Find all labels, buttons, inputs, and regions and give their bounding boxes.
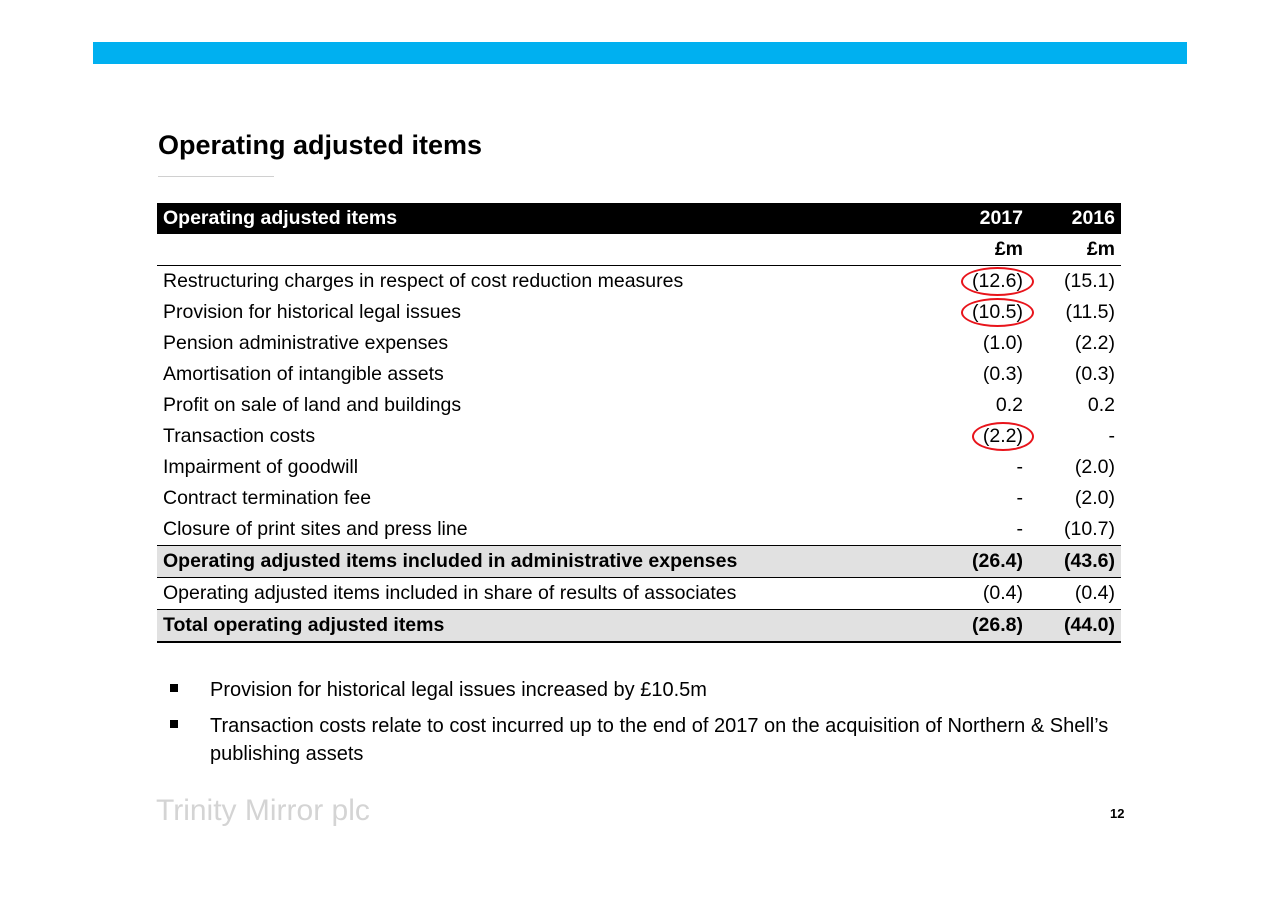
value-text: - (1016, 487, 1024, 509)
header-label: Operating adjusted items (157, 203, 937, 234)
row-value-2016: (15.1) (1064, 270, 1115, 292)
row-value-2017: 0.2 (937, 390, 1029, 421)
table-row: Transaction costs (2.2) - (157, 421, 1121, 452)
row-value-2016: (11.5) (1065, 301, 1116, 323)
subtotal-label: Operating adjusted items included in adm… (157, 545, 937, 578)
associates-2016: (0.4) (1029, 577, 1121, 610)
total-row: Total operating adjusted items (26.8) (4… (157, 609, 1121, 643)
total-2017: (26.8) (937, 609, 1029, 643)
subtotal-2017: (26.4) (937, 545, 1029, 578)
value-text: (0.3) (982, 363, 1023, 385)
highlighted-value: (2.2) (971, 422, 1035, 451)
row-label: Profit on sale of land and buildings (163, 394, 462, 416)
row-value-2016: (2.0) (1074, 487, 1115, 509)
row-label: Restructuring charges in respect of cost… (163, 270, 684, 292)
header-2016: 2016 (1029, 203, 1121, 234)
row-value-2016: - (1108, 425, 1116, 447)
associates-label: Operating adjusted items included in sha… (157, 577, 937, 610)
row-value-2017: (1.0) (937, 328, 1029, 359)
table-row: Pension administrative expenses (1.0) (2.2… (157, 328, 1121, 359)
table-row: Contract termination fee - (2.0) (157, 483, 1121, 514)
row-label: Transaction costs (163, 425, 316, 447)
row-value-2016: (2.2) (1074, 332, 1115, 354)
bullet-text: Provision for historical legal issues in… (210, 679, 707, 701)
title-underline (158, 176, 274, 177)
row-value-2016: (0.3) (1074, 363, 1115, 385)
table-row: Provision for historical legal issues (10… (157, 297, 1121, 328)
value-text: 0.2 (995, 394, 1023, 416)
units-row: £m £m (157, 234, 1121, 266)
row-value-2017: - (937, 452, 1029, 483)
row-label: Amortisation of intangible assets (163, 363, 444, 385)
row-value-2017: - (937, 483, 1029, 514)
bullet-item: Provision for historical legal issues in… (168, 676, 1138, 704)
table-row: Impairment of goodwill - (2.0) (157, 452, 1121, 483)
highlighted-value: (12.6) (961, 267, 1034, 296)
table-row: Profit on sale of land and buildings 0.2 0… (157, 390, 1121, 421)
highlighted-value: (10.5) (961, 298, 1034, 327)
bullet-list: Provision for historical legal issues in… (168, 676, 1138, 776)
row-value-2017: (0.3) (937, 359, 1029, 390)
row-label: Pension administrative expenses (163, 332, 449, 354)
table-header-row: Operating adjusted items 2017 2016 (157, 203, 1121, 234)
associates-2017: (0.4) (937, 577, 1029, 610)
subtotal-2016: (43.6) (1029, 545, 1121, 578)
units-2016: £m (1029, 234, 1121, 266)
row-value-2017: (10.5) (937, 297, 1034, 328)
subtotal-row: Operating adjusted items included in adm… (157, 545, 1121, 578)
row-label: Impairment of goodwill (163, 456, 359, 478)
row-value-2017: - (937, 514, 1029, 546)
associates-row: Operating adjusted items included in sha… (157, 577, 1121, 610)
row-value-2016: (10.7) (1064, 518, 1115, 540)
total-label: Total operating adjusted items (157, 609, 937, 643)
page-number: 12 (1110, 806, 1125, 821)
row-value-2017: (12.6) (937, 266, 1034, 298)
row-value-2016: (2.0) (1074, 456, 1115, 478)
bullet-item: Transaction costs relate to cost incurre… (168, 712, 1138, 768)
square-bullet-icon (170, 684, 178, 692)
table-row: Restructuring charges in respect of cost… (157, 266, 1121, 298)
row-value-2017: (2.2) (937, 421, 1035, 452)
units-label (157, 234, 937, 266)
value-text: - (1016, 456, 1024, 478)
table-row: Amortisation of intangible assets (0.3) (0… (157, 359, 1121, 390)
row-label: Closure of print sites and press line (163, 518, 468, 540)
row-label: Provision for historical legal issues (163, 301, 462, 323)
square-bullet-icon (170, 720, 178, 728)
brand-logo-text: Trinity Mirror plc (156, 794, 370, 827)
table-row: Closure of print sites and press line - (1… (157, 514, 1121, 546)
units-2017: £m (937, 234, 1029, 266)
bullet-text: Transaction costs relate to cost incurre… (210, 715, 1109, 765)
slide-title: Operating adjusted items (158, 130, 483, 160)
row-value-2016: 0.2 (1087, 394, 1115, 416)
row-label: Contract termination fee (163, 487, 372, 509)
header-2017: 2017 (937, 203, 1029, 234)
value-text: (1.0) (982, 332, 1023, 354)
adjusted-items-table: Operating adjusted items 2017 2016 £m £m… (157, 203, 1121, 643)
total-2016: (44.0) (1029, 609, 1121, 643)
top-accent-bar (93, 42, 1187, 64)
value-text: - (1016, 518, 1024, 540)
